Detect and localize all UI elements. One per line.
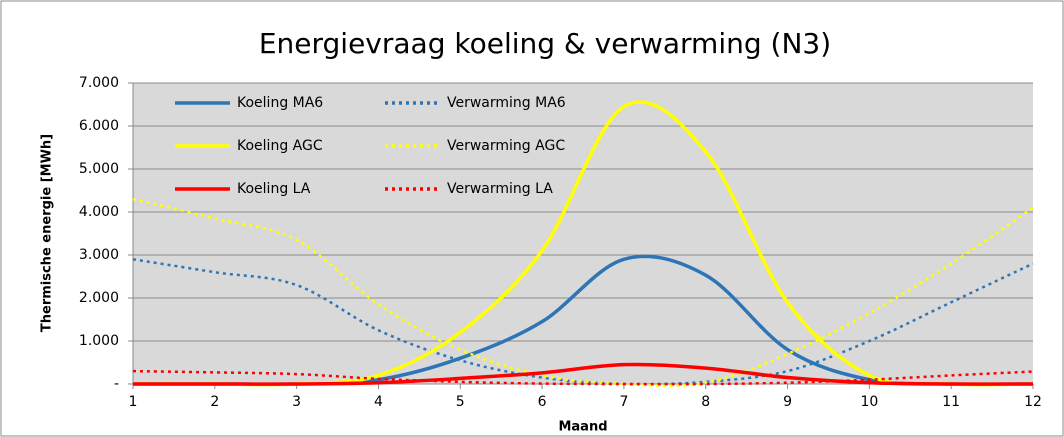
x-tick-label: 7	[619, 394, 628, 410]
legend-label: Verwarming MA6	[447, 95, 566, 111]
series-line	[132, 197, 1034, 387]
series-line	[132, 258, 1034, 386]
x-tick-label: 6	[538, 394, 547, 410]
legend-label: Koeling MA6	[237, 95, 323, 111]
chart-title: Energievraag koeling & verwarming (N3)	[259, 27, 831, 60]
legend-label: Verwarming AGC	[447, 138, 565, 154]
y-tick-label: 5.000	[79, 161, 119, 177]
plot-area	[133, 83, 1033, 384]
legend-label: Verwarming LA	[447, 181, 553, 197]
series-line	[132, 362, 1034, 386]
x-tick-label: 9	[783, 394, 792, 410]
x-tick-label: 10	[860, 394, 878, 410]
y-tick-label: -	[114, 376, 119, 392]
y-axis-label: Thermische energie [MWh]	[40, 134, 55, 332]
x-tick-label: 5	[456, 394, 465, 410]
x-tick-label: 11	[942, 394, 960, 410]
y-tick-label: 2.000	[79, 290, 119, 306]
series-line	[132, 369, 1034, 386]
x-axis-label: Maand	[558, 420, 607, 435]
y-tick-label: 1.000	[79, 333, 119, 349]
x-tick-label: 12	[1024, 394, 1042, 410]
x-tick-label: 3	[292, 394, 301, 410]
x-tick-label: 8	[701, 394, 710, 410]
legend-label: Koeling LA	[237, 181, 311, 197]
legend-label: Koeling AGC	[237, 138, 323, 154]
y-tick-label: 4.000	[79, 204, 119, 220]
y-tick-label: 7.000	[79, 75, 119, 91]
x-tick-label: 4	[374, 394, 383, 410]
y-tick-label: 3.000	[79, 247, 119, 263]
x-tick-label: 1	[129, 394, 138, 410]
x-tick-label: 2	[210, 394, 219, 410]
y-tick-label: 6.000	[79, 118, 119, 134]
